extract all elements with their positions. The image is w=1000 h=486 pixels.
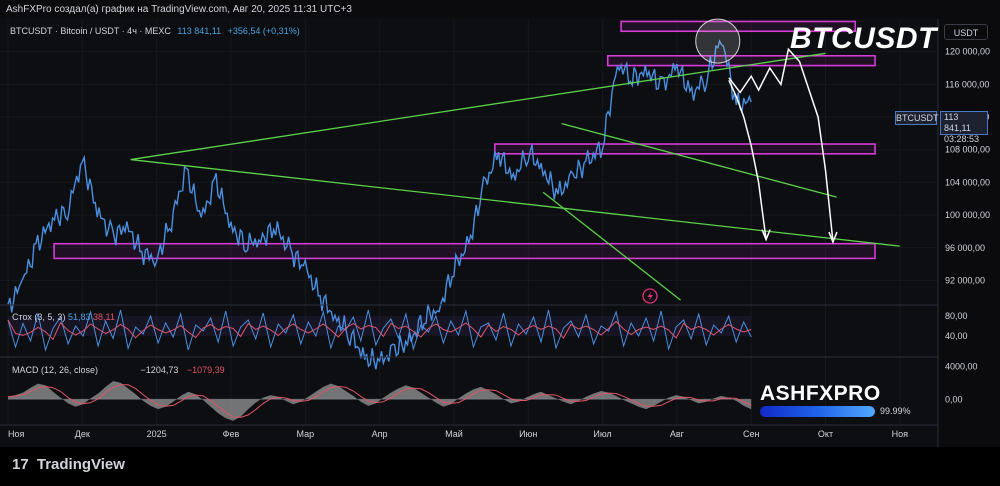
price-tag-symbol: BTCUSDT	[895, 111, 939, 125]
time-tick-label: Окт	[818, 429, 833, 439]
stoch-d-line	[7, 319, 752, 341]
stoch-legend[interactable]: Стох (3, 5, 3) 51,83 38,11	[12, 312, 115, 322]
macd-legend[interactable]: MACD (12, 26, close) −1204,73 −1079,39	[12, 365, 225, 375]
trendline	[130, 158, 900, 247]
macd-tick-label: 4000,00	[945, 361, 978, 371]
tradingview-logo-text: TradingView	[36, 456, 125, 473]
time-tick-label: Ноя	[8, 429, 25, 439]
macd-value-2: −1079,39	[186, 365, 225, 375]
price-tag-countdown: 03:28:53	[944, 134, 980, 144]
time-tick-label: Сен	[743, 429, 760, 439]
trendline	[561, 122, 837, 198]
progress-bar-fill	[760, 406, 875, 417]
tradingview-logo[interactable]: 17 TradingView	[12, 456, 125, 473]
symbol-legend[interactable]: BTCUSDT · Bitcoin / USDT · 4ч · MEXC 113…	[10, 26, 300, 36]
price-tick-label: 100 000,00	[945, 210, 990, 220]
last-price: 113 841,11	[177, 26, 222, 36]
macd-tick-label: 0,00	[945, 394, 963, 404]
stoch-tick-label: 40,00	[945, 331, 968, 341]
price-tick-label: 116 000,00	[945, 79, 989, 89]
highlight-circle	[695, 18, 741, 64]
supply-demand-zone	[606, 54, 876, 67]
trendline	[542, 191, 681, 301]
price-tag: 113 841,11 03:28:53	[940, 111, 988, 144]
price-tick-label: 108 000,00	[945, 145, 990, 155]
progress-percent: 99.99%	[880, 406, 911, 416]
stoch-tick-label: 80,00	[945, 311, 968, 321]
currency-button[interactable]: USDT	[944, 24, 988, 40]
time-tick-label: Ноя	[892, 429, 909, 439]
macd-label: MACD (12, 26, close)	[12, 365, 99, 375]
time-tick-label: Фев	[223, 429, 240, 439]
tradingview-logo-mark: 17	[12, 456, 29, 473]
projection-path	[728, 79, 767, 240]
symbol-line: BTCUSDT · Bitcoin / USDT · 4ч · MEXC	[10, 26, 171, 36]
bolt-icon[interactable]	[642, 288, 658, 304]
time-tick-label: Мар	[296, 429, 314, 439]
supply-demand-zone	[493, 143, 876, 155]
progress-bar	[760, 406, 875, 417]
macd-value-1: −1204,73	[140, 365, 179, 375]
chart-caption: AshFXPro создал(а) график на TradingView…	[0, 0, 1000, 19]
projection-arrowhead	[761, 229, 771, 242]
price-series-line	[7, 39, 752, 370]
price-tag-price: 113 841,11	[944, 112, 971, 133]
overlay-symbol-title: BTCUSDT	[790, 22, 937, 55]
time-tick-label: Дек	[75, 429, 90, 439]
time-tick-label: Авг	[670, 429, 685, 439]
time-tick-label: Май	[445, 429, 463, 439]
supply-demand-zone	[620, 20, 857, 33]
projection-arrowhead	[828, 231, 838, 245]
price-tick-label: 120 000,00	[945, 47, 990, 57]
footer-bar	[0, 447, 1000, 486]
macd-histogram	[8, 381, 752, 421]
projection-path	[728, 47, 834, 243]
trendline	[130, 52, 826, 161]
stoch-k-line	[7, 309, 752, 352]
price-change: +356,54 (+0,31%)	[227, 26, 300, 36]
price-tick-label: 92 000,00	[945, 275, 985, 285]
time-tick-label: Июн	[519, 429, 537, 439]
stoch-d-value: 38,11	[93, 312, 115, 322]
stoch-label: Стох (3, 5, 3)	[12, 312, 66, 322]
brand-watermark: ASHFXPRO	[760, 382, 881, 405]
time-tick-label: Июл	[593, 429, 611, 439]
macd-signal-line	[7, 384, 752, 418]
stoch-k-value: 51,83	[67, 312, 91, 322]
price-tick-label: 104 000,00	[945, 177, 990, 187]
price-tick-label: 96 000,00	[945, 243, 985, 253]
time-tick-label: Апр	[372, 429, 388, 439]
time-tick-label: 2025	[147, 429, 167, 439]
